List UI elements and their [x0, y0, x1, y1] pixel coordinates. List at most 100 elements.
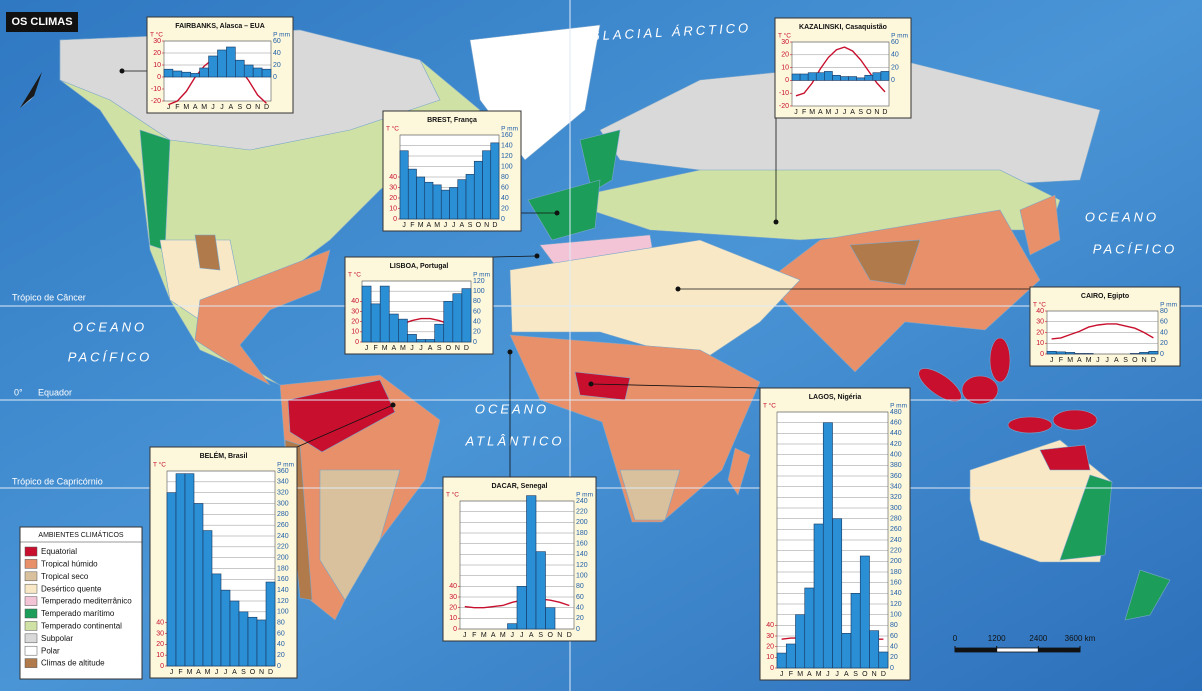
y-tick-label: 0: [157, 74, 161, 81]
x-tick-label: D: [492, 222, 497, 229]
precipitation-bar: [184, 473, 195, 667]
y-tick-label: 10: [766, 654, 774, 661]
x-tick-label: M: [400, 345, 406, 352]
precipitation-bar: [407, 168, 417, 220]
y-tick-label: 0: [785, 77, 789, 84]
y2-axis-label: P mm: [576, 492, 593, 499]
y2-tick-label: 320: [890, 494, 902, 501]
x-tick-label: M: [183, 104, 189, 111]
city-dot: [773, 219, 779, 225]
x-tick-label: O: [476, 222, 482, 229]
precipitation-bar: [199, 67, 209, 78]
precipitation-bar: [202, 530, 213, 667]
x-tick-label: N: [874, 109, 879, 116]
legend-label: Tropical seco: [41, 572, 89, 581]
x-tick-label: D: [268, 669, 273, 676]
y-tick-label: 30: [389, 184, 397, 191]
leader-line: [492, 255, 538, 258]
x-tick-label: O: [1132, 357, 1138, 364]
y-tick-label: 20: [153, 50, 161, 57]
x-tick-label: J: [215, 669, 219, 676]
city-dot: [588, 381, 594, 387]
x-tick-label: D: [881, 671, 886, 678]
legend-swatch: [24, 559, 38, 569]
city-dot: [390, 402, 396, 408]
y2-tick-label: 240: [277, 533, 289, 540]
scale-tick-label: 0: [953, 634, 958, 643]
precipitation-bar: [856, 77, 866, 81]
y-tick-label: 40: [351, 298, 359, 305]
y2-tick-label: 140: [890, 590, 902, 597]
line-label: Trópico de Câncer: [12, 292, 86, 302]
legend-label: Desértico quente: [41, 584, 102, 593]
y2-tick-label: 100: [277, 609, 289, 616]
precipitation-bar: [850, 593, 861, 669]
legend-swatch: [24, 633, 38, 644]
x-tick-label: A: [844, 671, 849, 678]
y2-tick-label: 0: [473, 339, 477, 346]
y2-tick-label: 260: [277, 522, 289, 529]
y-tick-label: -20: [779, 103, 789, 110]
x-tick-label: J: [780, 671, 784, 678]
y2-tick-label: 120: [501, 153, 513, 160]
y2-tick-label: 440: [890, 430, 902, 437]
scale-tick-label: 3600 km: [1065, 634, 1096, 643]
x-tick-label: M: [500, 632, 506, 639]
y-tick-label: 30: [1036, 319, 1044, 326]
y-tick-label: 10: [781, 64, 789, 71]
y2-tick-label: 240: [890, 537, 902, 544]
y2-tick-label: 180: [277, 565, 289, 572]
precipitation-bar: [217, 49, 227, 78]
precipitation-bar: [807, 72, 817, 81]
x-tick-label: S: [468, 222, 473, 229]
chart-title: LISBOA, Portugal: [390, 263, 449, 270]
precipitation-bar: [424, 181, 434, 220]
legend: AMBIENTES CLIMÁTICOS Equatorial Tropical h…: [19, 526, 143, 680]
y-tick-label: 30: [153, 38, 161, 45]
x-tick-label: A: [427, 222, 432, 229]
chart-title: LAGOS, Nigéria: [809, 394, 862, 401]
y2-tick-label: 40: [277, 641, 285, 648]
y2-tick-label: 480: [890, 409, 902, 416]
x-tick-label: J: [511, 632, 515, 639]
y2-tick-label: 40: [890, 644, 898, 651]
y2-tick-label: 100: [473, 288, 485, 295]
y2-tick-label: 200: [277, 555, 289, 562]
y2-tick-label: 20: [277, 652, 285, 659]
y-axis-label: T °C: [153, 461, 166, 469]
x-tick-label: F: [178, 669, 182, 676]
precipitation-bar: [1074, 353, 1085, 355]
legend-swatch: [24, 546, 38, 557]
precipitation-bar: [791, 73, 801, 81]
x-tick-label: S: [437, 345, 442, 352]
y2-tick-label: 340: [890, 484, 902, 491]
y2-tick-label: 180: [890, 569, 902, 576]
legend-frame: [19, 526, 143, 680]
precipitation-bar: [461, 288, 472, 343]
precipitation-bar: [1055, 351, 1066, 355]
precipitation-bar: [449, 187, 459, 220]
title-box: [6, 12, 78, 32]
precipitation-bar: [163, 68, 174, 78]
y2-axis-label: P mm: [277, 462, 294, 469]
y-tick-label: -10: [779, 90, 789, 97]
city-dot: [119, 68, 125, 74]
precipitation-bar: [399, 150, 409, 220]
legend-swatch: [24, 583, 38, 594]
precipitation-bar: [872, 72, 882, 81]
y2-tick-label: 0: [277, 663, 281, 670]
y2-tick-label: 160: [277, 576, 289, 583]
y-axis-label: T °C: [1033, 301, 1046, 309]
y2-tick-label: 160: [576, 541, 588, 548]
precipitation-bar: [1139, 352, 1150, 355]
precipitation-bar: [776, 652, 787, 669]
climograph: FAIRBANKS, Alasca – EUA T °C P mm 0 20 40 60 -2…: [146, 16, 294, 114]
x-tick-label: J: [794, 109, 798, 116]
precipitation-bar: [452, 293, 463, 343]
y2-tick-label: 100: [890, 612, 902, 619]
x-tick-label: J: [452, 222, 456, 229]
y2-tick-label: 360: [277, 468, 289, 475]
y-tick-label: -20: [151, 98, 161, 105]
temperature-line: [795, 46, 886, 97]
precipitation-bar: [175, 473, 186, 667]
